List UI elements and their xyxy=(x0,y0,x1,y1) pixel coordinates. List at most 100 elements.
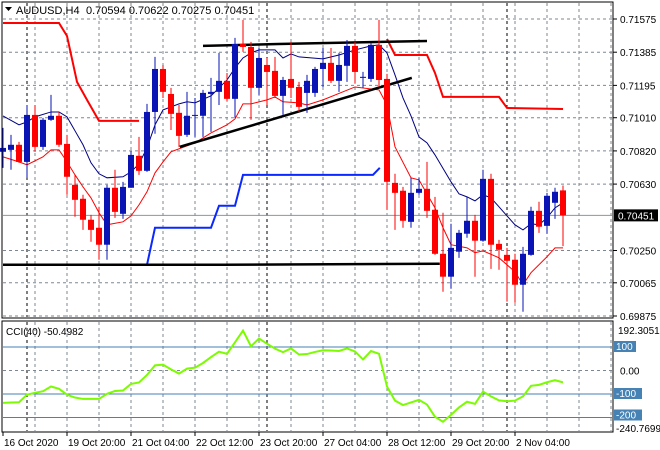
candle[interactable] xyxy=(464,196,470,238)
candle[interactable] xyxy=(192,97,198,137)
candle-body xyxy=(504,254,510,261)
candle[interactable] xyxy=(24,104,30,178)
candle[interactable] xyxy=(152,56,158,134)
candle[interactable] xyxy=(40,117,46,150)
candle-body xyxy=(64,143,70,177)
price-tick-label: 0.70630 xyxy=(620,180,657,191)
candle[interactable] xyxy=(416,177,422,195)
candle[interactable] xyxy=(520,246,526,312)
candle[interactable] xyxy=(248,41,254,120)
candle-body xyxy=(520,253,526,285)
candle[interactable] xyxy=(176,104,182,147)
candle[interactable] xyxy=(512,253,518,303)
candle[interactable] xyxy=(32,104,38,152)
price-tick-label: 0.71575 xyxy=(620,15,657,26)
candle[interactable] xyxy=(304,74,310,113)
candle[interactable] xyxy=(384,73,390,210)
candle-body xyxy=(208,91,214,94)
candle[interactable] xyxy=(424,161,430,218)
candle-body xyxy=(184,115,190,135)
candle[interactable] xyxy=(400,186,406,228)
candle[interactable] xyxy=(360,71,366,88)
candle[interactable] xyxy=(344,39,350,82)
candle-body xyxy=(32,114,38,147)
candle[interactable] xyxy=(296,81,302,112)
candle[interactable] xyxy=(352,41,358,83)
candle[interactable] xyxy=(48,94,54,121)
candle[interactable] xyxy=(336,52,342,92)
candle[interactable] xyxy=(528,206,534,256)
candle[interactable] xyxy=(136,136,142,175)
candle[interactable] xyxy=(480,169,486,242)
candle[interactable] xyxy=(256,48,262,95)
candle[interactable] xyxy=(560,185,566,247)
price-tick-label: 0.69875 xyxy=(620,312,657,323)
candle[interactable] xyxy=(200,89,206,137)
candle[interactable] xyxy=(0,127,6,168)
candle[interactable] xyxy=(216,52,222,105)
trendline xyxy=(202,39,428,48)
candle[interactable] xyxy=(144,103,150,172)
candle[interactable] xyxy=(184,91,190,137)
candle-body xyxy=(408,192,414,222)
candle[interactable] xyxy=(208,77,214,132)
candle[interactable] xyxy=(64,134,70,195)
candle[interactable] xyxy=(496,239,502,270)
candle[interactable] xyxy=(112,169,118,218)
candle[interactable] xyxy=(16,141,22,163)
cci-panel[interactable] xyxy=(2,328,612,423)
candle[interactable] xyxy=(168,87,174,130)
candle[interactable] xyxy=(472,214,478,277)
candle-body xyxy=(40,119,46,147)
candle[interactable] xyxy=(224,72,230,101)
time-tick-label: 29 Oct 20:00 xyxy=(452,438,510,449)
candle[interactable] xyxy=(328,48,334,83)
candle[interactable] xyxy=(288,41,294,98)
candle[interactable] xyxy=(160,64,166,98)
candle[interactable] xyxy=(544,192,550,234)
dropdown-triangle-icon[interactable] xyxy=(5,7,12,11)
candle[interactable] xyxy=(72,174,78,217)
candle[interactable] xyxy=(120,181,126,219)
candle[interactable] xyxy=(392,173,398,230)
candle[interactable] xyxy=(488,173,494,269)
candle[interactable] xyxy=(80,194,86,230)
time-tick-label: 27 Oct 04:00 xyxy=(324,438,382,449)
candle[interactable] xyxy=(8,134,14,170)
time-tick-label: 21 Oct 04:00 xyxy=(132,438,190,449)
current-price-badge xyxy=(614,209,658,222)
candle[interactable] xyxy=(96,206,102,260)
candle[interactable] xyxy=(440,212,446,292)
candle[interactable] xyxy=(536,201,542,233)
candle[interactable] xyxy=(128,150,134,188)
candle[interactable] xyxy=(272,56,278,98)
candle-body xyxy=(288,78,294,88)
candle[interactable] xyxy=(280,76,286,115)
candles[interactable] xyxy=(0,19,566,312)
candle[interactable] xyxy=(368,42,374,82)
candle[interactable] xyxy=(320,48,326,87)
candle[interactable] xyxy=(448,223,454,289)
candle-body xyxy=(336,64,342,81)
candle[interactable] xyxy=(104,184,110,260)
candle-body xyxy=(280,79,286,96)
candle-body xyxy=(168,93,174,114)
candle[interactable] xyxy=(552,187,558,219)
candle[interactable] xyxy=(312,66,318,97)
candle-body xyxy=(440,253,446,277)
candle[interactable] xyxy=(432,196,438,255)
candle-body xyxy=(456,232,462,252)
candle[interactable] xyxy=(232,37,238,118)
support-step-line xyxy=(146,167,381,266)
candle[interactable] xyxy=(456,229,462,258)
candle[interactable] xyxy=(56,111,62,147)
candle[interactable] xyxy=(408,177,414,228)
candle[interactable] xyxy=(504,247,510,302)
candle[interactable] xyxy=(88,214,94,242)
cci-level-label: -200 xyxy=(616,411,636,422)
candle[interactable] xyxy=(240,19,246,52)
candle-body xyxy=(552,191,558,203)
candle[interactable] xyxy=(376,19,382,87)
candle[interactable] xyxy=(264,57,270,105)
